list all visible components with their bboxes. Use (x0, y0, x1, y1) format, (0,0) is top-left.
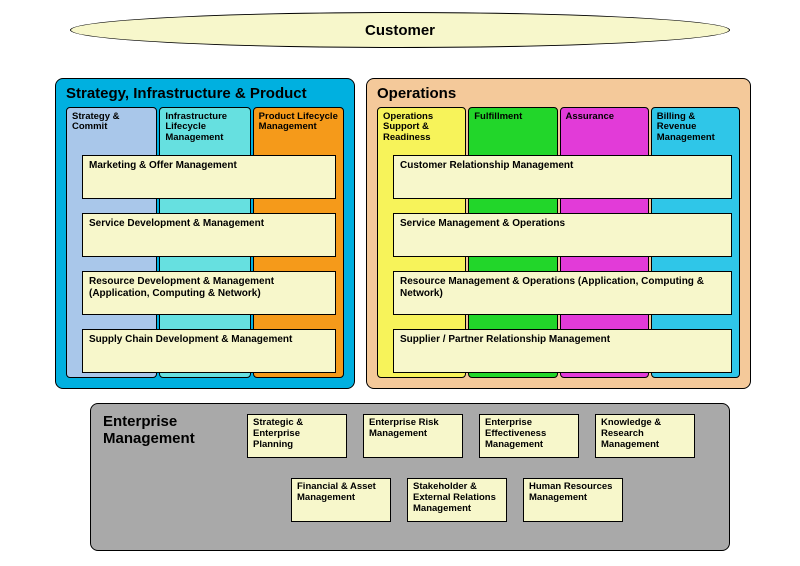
enterprise-title-2: Management (103, 430, 195, 447)
enterprise-title-1: Enterprise (103, 413, 177, 430)
sip-row-2: Resource Development & Management (Appli… (82, 271, 336, 315)
ops-row-3: Supplier / Partner Relationship Manageme… (393, 329, 732, 373)
sip-row-3: Supply Chain Development & Management (82, 329, 336, 373)
customer-ellipse: Customer (70, 12, 730, 48)
sip-row-1: Service Development & Management (82, 213, 336, 257)
ops-rows: Customer Relationship Management Service… (393, 155, 732, 373)
enterprise-title: Enterprise Management (103, 414, 195, 447)
ops-row-1: Service Management & Operations (393, 213, 732, 257)
ent-box-4: Financial & Asset Management (291, 478, 391, 522)
ent-box-3: Knowledge & Research Management (595, 414, 695, 458)
ent-box-0: Strategic & Enterprise Planning (247, 414, 347, 458)
ops-panel: Operations Operations Support & Readines… (366, 78, 751, 389)
ops-row-0: Customer Relationship Management (393, 155, 732, 199)
sip-rows: Marketing & Offer Management Service Dev… (82, 155, 336, 373)
sip-row-0: Marketing & Offer Management (82, 155, 336, 199)
sip-title: Strategy, Infrastructure & Product (56, 79, 354, 104)
ent-box-5: Stakeholder & External Relations Managem… (407, 478, 507, 522)
ent-box-1: Enterprise Risk Management (363, 414, 463, 458)
ops-title: Operations (367, 79, 750, 104)
enterprise-panel: Enterprise Management Strategic & Enterp… (90, 403, 730, 551)
ent-box-6: Human Resources Management (523, 478, 623, 522)
enterprise-boxes: Strategic & Enterprise Planning Enterpri… (247, 414, 717, 522)
sip-panel: Strategy, Infrastructure & Product Strat… (55, 78, 355, 389)
customer-label: Customer (365, 22, 435, 39)
ops-row-2: Resource Management & Operations (Applic… (393, 271, 732, 315)
ent-box-2: Enterprise Effectiveness Management (479, 414, 579, 458)
